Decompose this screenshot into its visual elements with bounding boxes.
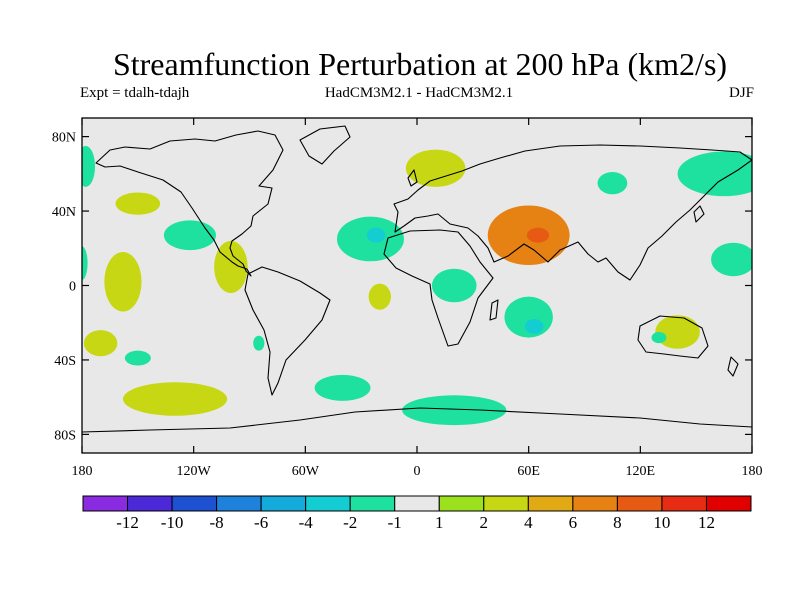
colorbar-swatch-2	[171, 495, 218, 512]
colorbar-swatch-13	[661, 495, 707, 512]
anomaly-region-22	[314, 374, 371, 401]
colorbar-label: -8	[210, 513, 224, 532]
colorbar-label: -1	[388, 513, 402, 532]
anomaly-region-21	[402, 395, 507, 426]
anomaly-region-3	[405, 149, 466, 187]
anomaly-region-15	[677, 151, 752, 197]
anomaly-region-20	[163, 220, 216, 251]
coast-uk	[407, 169, 418, 187]
colorbar-label: -10	[161, 513, 184, 532]
colorbar-swatch-10	[527, 495, 574, 512]
colorbar-swatch-5	[305, 495, 351, 512]
colorbar-swatch-0	[82, 495, 129, 512]
colorbar-label: 12	[698, 513, 715, 532]
colorbar-swatch-4	[260, 495, 307, 512]
colorbar-label: 2	[480, 513, 489, 532]
colorbar-swatch-8	[438, 495, 485, 512]
anomaly-region-9	[83, 330, 118, 357]
colorbar-labels: -12 -10 -8 -6 -4 -2 -1 1 2 4 6 8 10 12	[116, 513, 715, 532]
colorbar-swatch-9	[483, 495, 529, 512]
anomaly-region-5	[214, 240, 248, 293]
coast-africa	[383, 229, 494, 347]
lat-label: 0	[69, 280, 76, 295]
colorbar	[82, 495, 752, 512]
lat-label: 80N	[52, 131, 76, 146]
anomaly-region-19	[82, 246, 88, 280]
anomaly-region-23	[651, 332, 667, 344]
colorbar-label: -2	[343, 513, 357, 532]
colorbar-label: -6	[254, 513, 268, 532]
coast-eurasia	[393, 144, 752, 281]
anomaly-region-26	[597, 171, 628, 195]
colorbar-swatch-1	[127, 495, 173, 512]
anomaly-region-6	[104, 252, 142, 312]
coast-north-america	[95, 130, 284, 277]
colorbar-label: 10	[653, 513, 670, 532]
lon-label: 60W	[292, 464, 320, 479]
anomaly-region-4	[115, 192, 161, 215]
colorbar-label: 4	[524, 513, 533, 532]
colorbar-swatch-11	[572, 495, 618, 512]
coast-south-america	[244, 266, 331, 396]
lon-label: 120E	[626, 464, 656, 479]
season-label: DJF	[728, 85, 754, 101]
coastlines	[82, 125, 752, 433]
colorbar-label: 1	[435, 513, 444, 532]
colorbar-label: -12	[116, 513, 139, 532]
colorbar-swatch-6	[349, 495, 396, 512]
anomaly-region-2	[526, 227, 550, 243]
anomaly-region-7	[368, 283, 391, 310]
lon-label: 0	[414, 464, 421, 479]
colorbar-label: 8	[613, 513, 622, 532]
coast-madagascar	[489, 299, 499, 321]
anomaly-regions	[82, 145, 752, 426]
lon-label: 120W	[177, 464, 212, 479]
latitude-labels: 80N 40N 0 40S 80S	[52, 131, 76, 444]
lon-label: 180	[742, 464, 763, 479]
coast-australia	[637, 315, 709, 359]
lat-label: 40S	[54, 354, 76, 369]
colorbar-swatch-12	[616, 495, 663, 512]
colorbar-swatch-7	[394, 495, 440, 512]
anomaly-region-24	[124, 350, 151, 366]
colorbar-swatch-14	[705, 495, 752, 512]
anomaly-region-17	[431, 268, 477, 303]
anomaly-region-25	[253, 335, 265, 351]
anomaly-region-16	[82, 145, 96, 187]
anomaly-region-12	[366, 227, 386, 243]
coast-greenland	[299, 125, 351, 165]
axis-ticks	[81, 118, 753, 453]
longitude-labels: 180 120W 60W 0 60E 120E 180	[72, 464, 763, 479]
colorbar-swatch-3	[216, 495, 262, 512]
lon-label: 60E	[517, 464, 540, 479]
experiment-label: Expt = tdalh-tdajh	[80, 85, 190, 101]
model-label: HadCM3M2.1 - HadCM3M2.1	[324, 85, 514, 101]
plot-title: Streamfunction Perturbation at 200 hPa (…	[112, 46, 728, 82]
lat-label: 80S	[54, 428, 76, 443]
lon-label: 180	[72, 464, 93, 479]
anomaly-region-10	[122, 382, 228, 416]
lat-label: 40N	[52, 205, 76, 220]
coast-new-zealand	[727, 356, 739, 377]
colorbar-label: -4	[299, 513, 314, 532]
anomaly-region-18	[711, 242, 752, 277]
colorbar-label: 6	[569, 513, 578, 532]
anomaly-region-8	[655, 315, 700, 349]
coast-japan	[693, 205, 705, 223]
coast-antarctica	[82, 407, 752, 433]
anomaly-region-14	[524, 319, 544, 334]
